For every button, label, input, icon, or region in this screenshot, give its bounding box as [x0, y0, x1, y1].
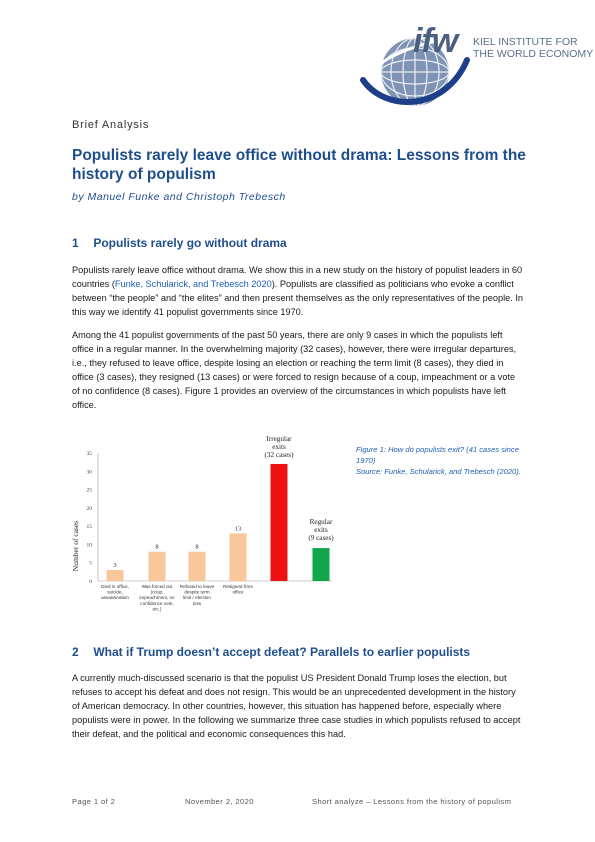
x-category-label-line: limit / election [183, 595, 211, 600]
document-type: Brief Analysis [72, 119, 150, 131]
logo-line-1: KIEL INSTITUTE FOR [473, 36, 578, 48]
x-category-label-line: etc.) [153, 606, 162, 611]
x-category-label-line: Refused to leave [180, 584, 215, 589]
institute-logo: ifw KIEL INSTITUTE FOR THE WORLD ECONOMY [355, 20, 593, 112]
bar-irregular-detail [188, 551, 206, 581]
logo-ifw: ifw [413, 22, 458, 60]
x-category-label-line: assassination [101, 595, 129, 600]
section-2-paragraph-1: A currently much-discussed scenario is t… [72, 673, 521, 739]
irregular-annotation-line-3: (32 cases) [265, 451, 295, 459]
section-2-number: 2 [72, 645, 79, 659]
section-1-title: Populists rarely go without drama [93, 236, 287, 250]
x-category-label-line: despite term [184, 590, 209, 595]
paragraph-text: Populists rarely leave office without dr… [72, 265, 523, 289]
x-category-label-line: Was forced out [142, 584, 173, 589]
irregular-annotation-line-2: exits [272, 443, 286, 451]
bar-regular [312, 548, 330, 581]
figure-caption: Figure 1: How do populists exit? (41 cas… [356, 444, 526, 477]
x-category-label-line: Resigned from [223, 584, 253, 589]
bar-value-label: 3 [113, 562, 116, 569]
y-tick-label: 10 [87, 542, 93, 548]
x-category-label-line: office [233, 590, 244, 595]
bar-irregular-detail [106, 570, 124, 581]
x-category-label-line: suicide, [107, 590, 123, 595]
section-2-title: What if Trump doesn’t accept defeat? Par… [93, 645, 471, 659]
x-category-label-line: (coup, [151, 590, 164, 595]
bar-value-label: 8 [195, 544, 198, 551]
footer-page-number: Page 1 of 2 [72, 797, 116, 806]
footer-short-title: Short analyze – Lessons from the history… [312, 797, 512, 806]
x-category-label-line: confidence vote, [140, 601, 173, 606]
x-category-label: Resigned from office [223, 584, 253, 595]
y-tick-label: 20 [87, 506, 93, 512]
paragraph-text: ). Populists are classified as politicia… [72, 279, 523, 317]
bar-value-label: 8 [155, 544, 158, 551]
y-tick-label: 0 [89, 579, 92, 585]
x-category-label: Died in office, suicide, assassination [101, 584, 129, 600]
irregular-annotation-line-1: Irregular [266, 435, 292, 443]
regular-annotation-line-1: Regular [310, 518, 333, 526]
bar-irregular-detail [148, 551, 166, 581]
x-category-label-line: Died in office, [101, 584, 129, 589]
footer-date: November 2, 2020 [185, 797, 254, 806]
y-tick-label: 25 [87, 488, 93, 494]
section-1-number: 1 [72, 236, 79, 250]
irregular-annotation: Irregular exits (32 cases) [265, 435, 295, 459]
page-title: Populists rarely leave office without dr… [72, 147, 526, 183]
section-1-paragraph-2: Among the 41 populist governments of the… [72, 330, 517, 410]
regular-annotation-line-2: exits [314, 526, 328, 534]
x-category-label: Refused to leave despite term limit / elec… [180, 584, 215, 606]
bar-value-label: 13 [235, 525, 242, 532]
regular-annotation-line-3: (9 cases) [308, 534, 334, 542]
x-category-label-line: loss [193, 601, 202, 606]
section-1-paragraph-1: Populists rarely leave office without dr… [72, 263, 524, 319]
x-category-label: Was forced out (coup, impeachment, no confi… [139, 584, 175, 611]
figure-caption-source: Source: Funke, Schularick, and Trebesch … [356, 467, 521, 476]
y-tick-label: 30 [87, 469, 93, 475]
figure-caption-title: Figure 1: How do populists exit? (41 cas… [356, 445, 519, 465]
y-tick-label: 5 [89, 561, 92, 567]
y-axis-label: Number of cases [71, 521, 80, 571]
section-1-heading: 1 Populists rarely go without drama [72, 236, 287, 250]
regular-annotation: Regular exits (9 cases) [308, 518, 334, 542]
citation-link[interactable]: Funke, Schularick, and Trebesch 2020 [114, 279, 272, 289]
bar-irregular [270, 463, 288, 581]
authors: by Manuel Funke and Christoph Trebesch [72, 191, 286, 203]
y-tick-label: 35 [87, 451, 93, 457]
exit-chart: Number of cases 0 5 10 15 20 25 30 35 3 8 8 13 Die… [71, 435, 334, 611]
bar-irregular-detail [229, 533, 247, 581]
y-tick-label: 15 [87, 524, 93, 530]
x-category-label-line: impeachment, no [139, 595, 175, 600]
globe-logo-icon [360, 32, 471, 106]
section-2-heading: 2 What if Trump doesn’t accept defeat? P… [72, 645, 470, 659]
logo-line-2: THE WORLD ECONOMY [473, 48, 594, 60]
